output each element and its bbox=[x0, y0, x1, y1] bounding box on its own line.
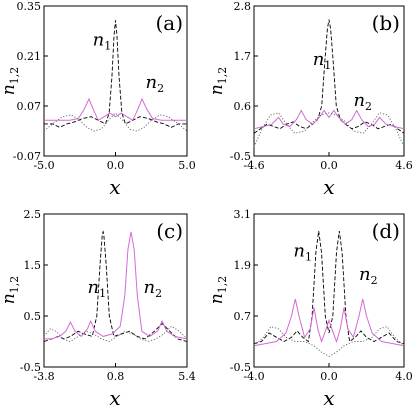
x-tick-label: 0.0 bbox=[107, 159, 125, 172]
series-label: n2 bbox=[143, 277, 162, 300]
x-tick-label: 5.0 bbox=[178, 159, 196, 172]
series-label: n2 bbox=[359, 264, 378, 287]
series-line-n3 bbox=[253, 326, 405, 357]
series-line-n1 bbox=[44, 20, 187, 128]
y-tick-label: 2.8 bbox=[234, 0, 252, 13]
series-line-n3 bbox=[43, 112, 188, 132]
x-tick-label: -3.8 bbox=[33, 370, 54, 383]
y-axis-label: n1,2 bbox=[207, 67, 229, 95]
series-line-n2 bbox=[253, 298, 405, 347]
y-tick-label: 0.21 bbox=[17, 50, 42, 63]
y-tick-label: 1.5 bbox=[24, 259, 42, 272]
x-tick-label: 5.4 bbox=[178, 370, 196, 383]
panel-label: (b) bbox=[372, 11, 400, 35]
x-axis-label: x bbox=[109, 386, 120, 410]
y-tick-label: 0.07 bbox=[17, 100, 42, 113]
y-tick-label: -0.5 bbox=[230, 150, 251, 163]
y-tick-label: 0.7 bbox=[234, 310, 252, 323]
panel-label: (c) bbox=[156, 219, 183, 243]
series-label: n1 bbox=[293, 241, 312, 264]
series-line-n2 bbox=[253, 109, 405, 130]
x-tick-label: 0.0 bbox=[320, 370, 338, 383]
x-tick-label: 0.8 bbox=[107, 370, 125, 383]
chart-panel-3: -3.8 0.8 5.4 -0.5 0.5 1.5 2.5 (c) n1 n2 x n1,2 bbox=[0, 208, 196, 410]
series-label: n2 bbox=[353, 90, 372, 113]
y-tick-label: 3.1 bbox=[234, 208, 252, 221]
y-tick-label: -0.07 bbox=[13, 150, 41, 163]
series-line-n1 bbox=[43, 230, 188, 342]
y-tick-label: 1.7 bbox=[234, 50, 252, 63]
x-axis-label: x bbox=[323, 386, 334, 410]
series-line-n2 bbox=[44, 97, 187, 122]
series-line-n3 bbox=[43, 325, 188, 342]
y-tick-label: 1.9 bbox=[234, 259, 252, 272]
y-axis-label: n1,2 bbox=[0, 67, 21, 95]
y-axis-label: n1,2 bbox=[207, 276, 229, 304]
x-tick-label: -4.0 bbox=[243, 370, 264, 383]
y-axis-label: n1,2 bbox=[0, 276, 21, 304]
series-line-n2 bbox=[44, 231, 188, 340]
x-tick-label: 4.6 bbox=[395, 159, 413, 172]
series-label: n1 bbox=[313, 49, 332, 72]
x-tick-label: 4.0 bbox=[395, 370, 413, 383]
y-tick-label: 0.35 bbox=[17, 0, 42, 13]
panel-label: (d) bbox=[372, 219, 400, 243]
x-tick-label: 0.0 bbox=[320, 159, 338, 172]
chart-panel-2: -4.6 0.0 4.6 -0.5 0.6 1.7 2.8 (b) n1 n2 x n1,2 bbox=[207, 0, 413, 199]
x-axis-label: x bbox=[109, 175, 120, 199]
series-line-n1 bbox=[253, 230, 405, 345]
y-tick-label: 2.5 bbox=[24, 208, 42, 221]
x-axis-label: x bbox=[323, 175, 334, 199]
y-tick-label: 0.5 bbox=[24, 310, 42, 323]
y-tick-label: 0.6 bbox=[234, 100, 252, 113]
series-line-n1 bbox=[253, 19, 405, 134]
x-tick-label: -4.6 bbox=[243, 159, 264, 172]
series-label: n2 bbox=[146, 72, 165, 95]
series-label: n1 bbox=[93, 29, 112, 52]
series-line-n3 bbox=[253, 112, 405, 148]
y-tick-label: -0.5 bbox=[230, 361, 251, 374]
panel-label: (a) bbox=[155, 11, 183, 35]
chart-panel-4: -4.0 0.0 4.0 -0.5 0.7 1.9 3.1 (d) n1 n2 x n1,2 bbox=[207, 208, 413, 410]
x-tick-label: -5.0 bbox=[33, 159, 54, 172]
y-tick-label: -0.5 bbox=[20, 361, 41, 374]
chart-panel-1: -5.0 0.0 5.0 -0.07 0.07 0.21 0.35 (a) n1 n2 x n1,2 bbox=[0, 0, 196, 199]
series-label: n1 bbox=[88, 277, 107, 300]
